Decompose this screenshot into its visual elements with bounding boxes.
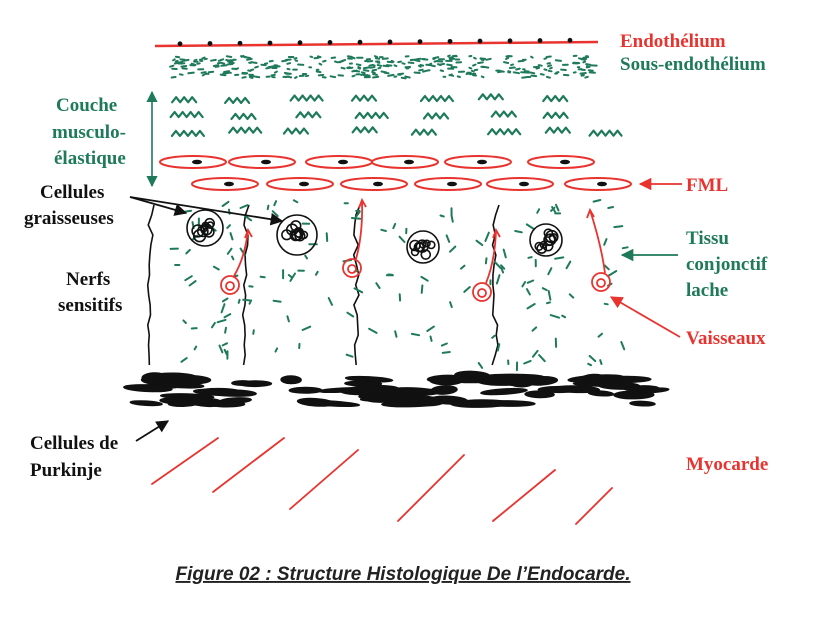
subendothelium-layer (169, 54, 598, 80)
figure-caption: Figure 02 : Structure Histologique De l’… (175, 564, 630, 585)
loose-connective-tissue (169, 199, 629, 372)
label-nerves-line-2: sensitifs (58, 295, 122, 316)
label-myocardium: Myocarde (686, 454, 768, 475)
label-nerves-line-1: Nerfs (66, 269, 110, 290)
label-purkinje-line-2: Purkinje (30, 460, 102, 481)
label-endothelium: Endothélium (620, 31, 726, 52)
blood-vessels (220, 197, 611, 302)
fml-fibers (159, 155, 632, 191)
label-loose-tissue-line-2: conjonctif (686, 254, 768, 275)
fat-cells (186, 209, 563, 264)
myocardium-fibers (151, 437, 613, 525)
label-fat-cells-line-1: Cellules (40, 182, 104, 203)
label-vessels: Vaisseaux (686, 328, 766, 349)
label-muscle-layer-line-1: Couche (56, 95, 117, 116)
label-muscle-layer-line-3: élastique (54, 148, 126, 169)
label-subendothelium: Sous-endothélium (620, 54, 766, 75)
musculo-elastic-layer (169, 93, 623, 138)
label-fat-cells-line-2: graisseuses (24, 208, 114, 229)
purkinje-cells-band (123, 370, 670, 408)
endothelium-layer (154, 37, 599, 48)
label-loose-tissue-line-1: Tissu (686, 228, 729, 249)
label-fml: FML (686, 175, 728, 196)
label-muscle-layer-line-2: musculo- (52, 122, 126, 143)
label-purkinje-line-1: Cellules de (30, 433, 118, 454)
label-loose-tissue-line-3: lache (686, 280, 728, 301)
pointer-arrows (129, 177, 682, 442)
